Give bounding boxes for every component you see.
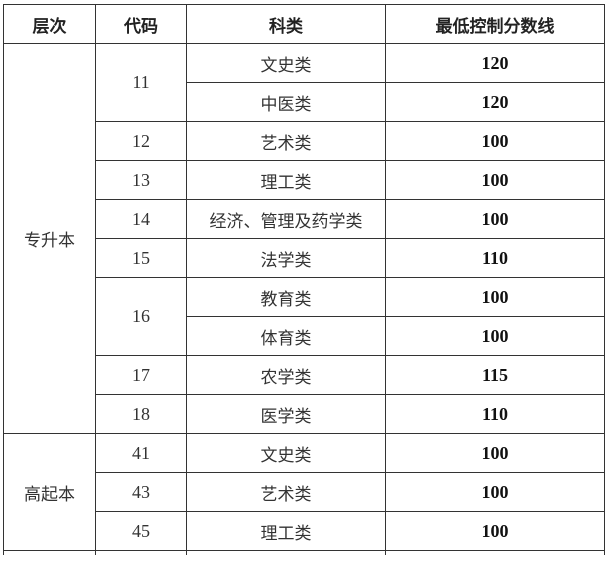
table-row: 14 经济、管理及药学类 100: [4, 199, 605, 239]
table-row: 13 理工类 100: [4, 160, 605, 200]
subject-cell: 农学类: [186, 355, 386, 395]
score-cell: 120: [385, 82, 605, 122]
header-score: 最低控制分数线: [385, 4, 605, 44]
header-code: 代码: [95, 4, 187, 44]
subject-cell: 理工类: [186, 511, 386, 551]
table-row: 高起本 41 文史类 100: [3, 433, 605, 551]
table-row: 体育类 100: [4, 316, 605, 356]
score-cell: 100: [385, 277, 605, 317]
empty-cell: [3, 550, 96, 555]
table-row: 18 医学类 110: [4, 394, 605, 434]
code-cell: 12: [95, 121, 187, 161]
subject-cell: 文史类: [186, 433, 386, 473]
table-row: 12 艺术类 100: [4, 121, 605, 161]
code-cell: 13: [95, 160, 187, 200]
code-cell: 17: [95, 355, 187, 395]
score-cell: 100: [385, 199, 605, 239]
score-cell: 100: [385, 316, 605, 356]
table-body: 专升本 11 文史类 120 中医类 120 12 艺术类 100 13 理工类 100 14 经济、管理…: [3, 43, 605, 555]
header-row: 层次 代码 科类 最低控制分数线: [3, 4, 605, 44]
level-cell: 专升本: [3, 43, 96, 434]
table-row: 45 理工类 100: [4, 511, 605, 551]
table-row: 15 法学类 110: [4, 238, 605, 278]
subject-cell: 艺术类: [186, 121, 386, 161]
subject-cell: 医学类: [186, 394, 386, 434]
score-cell: 110: [385, 394, 605, 434]
code-cell: 18: [95, 394, 187, 434]
subject-cell: 体育类: [186, 316, 386, 356]
empty-cell: [186, 550, 386, 555]
score-cell: 100: [385, 121, 605, 161]
score-cell: 100: [385, 433, 605, 473]
subject-cell: 艺术类: [186, 472, 386, 512]
score-table: 层次 代码 科类 最低控制分数线 专升本 11 文史类 120 中医类 120 12 艺术类 1…: [3, 4, 605, 555]
score-cell: 110: [385, 238, 605, 278]
table-row: 16 教育类 100: [4, 277, 605, 356]
table-row: 17 农学类 115: [4, 355, 605, 395]
score-cell: 100: [385, 511, 605, 551]
table-row: 43 艺术类 100: [4, 472, 605, 512]
subject-cell: 文史类: [186, 43, 386, 83]
subject-cell: 中医类: [186, 82, 386, 122]
table-row: 专升本 11 文史类 120: [3, 43, 605, 434]
score-cell: 120: [385, 43, 605, 83]
header-subject: 科类: [186, 4, 386, 44]
table-row-partial: [3, 550, 605, 555]
code-cell: 41: [95, 433, 187, 473]
table-row: 中医类 120: [4, 82, 605, 122]
empty-cell: [385, 550, 605, 555]
score-cell: 100: [385, 472, 605, 512]
score-cell: 115: [385, 355, 605, 395]
code-cell: 43: [95, 472, 187, 512]
subject-cell: 理工类: [186, 160, 386, 200]
empty-cell: [95, 550, 187, 555]
subject-cell: 经济、管理及药学类: [186, 199, 386, 239]
header-level: 层次: [3, 4, 96, 44]
code-cell: 11: [95, 43, 187, 122]
code-cell: 15: [95, 238, 187, 278]
code-cell: 45: [95, 511, 187, 551]
subject-cell: 法学类: [186, 238, 386, 278]
score-cell: 100: [385, 160, 605, 200]
code-cell: 14: [95, 199, 187, 239]
level-cell: 高起本: [3, 433, 96, 551]
code-cell: 16: [95, 277, 187, 356]
subject-cell: 教育类: [186, 277, 386, 317]
